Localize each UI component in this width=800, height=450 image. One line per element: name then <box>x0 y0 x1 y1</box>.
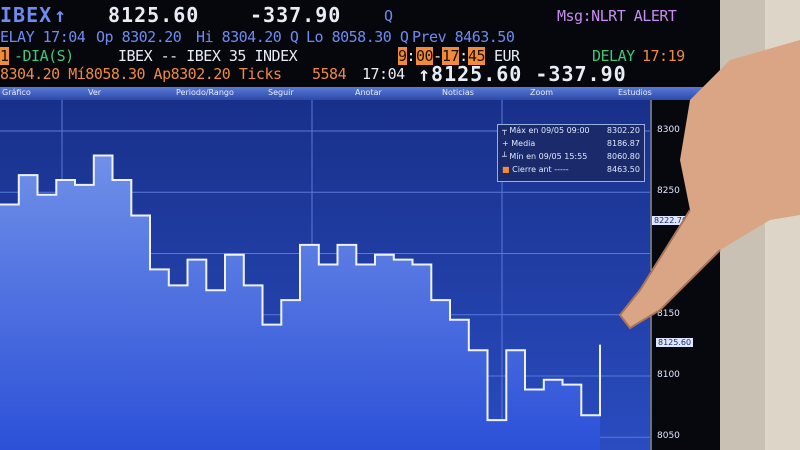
days-label: -DIA(S) <box>14 47 74 65</box>
y-axis-panel <box>650 100 720 450</box>
last-price: 8125.60 <box>108 3 200 27</box>
session-end-hour: 17 <box>442 47 468 65</box>
y-tick-label: 8050 <box>657 431 680 442</box>
open: Op 8302.20 <box>96 28 182 46</box>
session-end-min: 45 <box>468 47 486 65</box>
marker-label: 8222.70 <box>652 216 690 225</box>
chart-legend: ┬ Máx en 09/05 09:00 8302.20 + Media 8186.… <box>497 124 645 182</box>
toolbar-periodo[interactable]: Periodo/Rango <box>176 88 234 97</box>
y-tick-label: 8150 <box>657 308 680 319</box>
quote-flag: Q <box>384 7 393 25</box>
low: Lo 8058.30 Q <box>306 28 409 46</box>
previous-close: Prev 8463.50 <box>412 28 515 46</box>
legend-min: ┴ Mín en 09/05 15:55 8060.80 <box>502 152 640 161</box>
net-change: -337.90 <box>250 3 342 27</box>
y-tick-label: 8100 <box>657 370 680 380</box>
min-icon: ┴ <box>502 152 510 161</box>
mean-icon: + <box>502 139 512 148</box>
max-icon: ┬ <box>502 126 510 135</box>
delay-time: ELAY 17:04 <box>0 28 86 46</box>
toolbar-ver[interactable]: Ver <box>88 88 102 97</box>
legend-prev-close: ■ Cierre ant ----- 8463.50 <box>502 165 640 174</box>
last-price-change: ↑8125.60 -337.90 <box>418 62 627 86</box>
index-name: IBEX -- IBEX 35 INDEX <box>118 47 298 65</box>
session-start-min: 00 <box>416 47 442 65</box>
last-time: 17:04 <box>362 65 405 83</box>
tick-count: 5584 <box>312 65 347 83</box>
last-price-marker: 8125.60 <box>656 338 694 347</box>
legend-mean: + Media 8186.87 <box>502 139 640 148</box>
ticker: IBEX <box>0 3 53 27</box>
toolbar-zoom[interactable]: Zoom <box>530 88 554 97</box>
toolbar-grafico[interactable]: Gráfico <box>2 88 31 97</box>
delay-value: 17:19 <box>642 47 685 65</box>
toolbar-seguir[interactable]: Seguir <box>268 88 294 97</box>
toolbar-estudios[interactable]: Estudios <box>618 88 652 97</box>
y-tick-label: 8300 <box>657 125 680 135</box>
days-count: 1 <box>0 47 9 65</box>
background-wall <box>765 0 800 450</box>
chart-toolbar: Gráfico Ver Periodo/Rango Seguir Anotar … <box>0 87 720 100</box>
y-tick-label: 8250 <box>657 186 680 197</box>
currency: EUR <box>494 47 520 65</box>
legend-max: ┬ Máx en 09/05 09:00 8302.20 <box>502 126 640 135</box>
session-stats: 8304.20 Mí8058.30 Ap8302.20 Ticks <box>0 65 282 83</box>
toolbar-anotar[interactable]: Anotar <box>355 88 382 97</box>
session-start-hour: 9 <box>398 47 414 65</box>
up-arrow-icon: ↑ <box>54 3 68 27</box>
orange-square-icon: ■ <box>502 165 513 174</box>
high: Hi 8304.20 Q <box>196 28 299 46</box>
price-line <box>0 154 601 422</box>
toolbar-noticias[interactable]: Noticias <box>442 88 474 97</box>
message-alert[interactable]: Msg:NLRT ALERT <box>557 7 677 25</box>
bloomberg-terminal-screen: IBEX ↑ 8125.60 -337.90 Q Msg:NLRT ALERT … <box>0 0 720 450</box>
